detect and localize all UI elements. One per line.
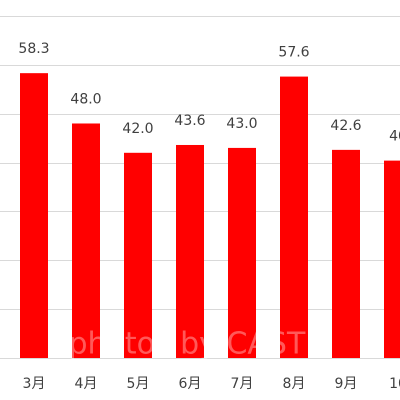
bar xyxy=(280,76,308,358)
data-label: 43.0 xyxy=(226,116,257,132)
x-tick-label: 4月 xyxy=(75,376,98,392)
bar xyxy=(176,144,204,358)
x-tick-label: 9月 xyxy=(335,376,358,392)
x-tick-label: 8月 xyxy=(283,376,306,392)
bar xyxy=(72,123,100,358)
bar xyxy=(228,147,256,358)
x-tick-label: 7月 xyxy=(231,376,254,392)
data-label: 42.6 xyxy=(330,118,361,134)
data-label: 58.3 xyxy=(18,41,49,57)
x-tick-label: 3月 xyxy=(23,376,46,392)
x-tick-label: 10 xyxy=(389,376,400,392)
data-label: 43.6 xyxy=(174,113,205,129)
x-tick-label: 5月 xyxy=(127,376,150,392)
data-label: 48.0 xyxy=(70,91,101,107)
x-tick-label: 6月 xyxy=(179,376,202,392)
data-label: 40 xyxy=(389,129,400,145)
data-label: 42.0 xyxy=(122,121,153,137)
bar xyxy=(384,160,400,358)
bar xyxy=(332,149,360,358)
data-label: 57.6 xyxy=(278,45,309,61)
bar xyxy=(20,73,48,359)
bar xyxy=(124,152,152,358)
watermark: photos by CAST L xyxy=(68,327,331,362)
